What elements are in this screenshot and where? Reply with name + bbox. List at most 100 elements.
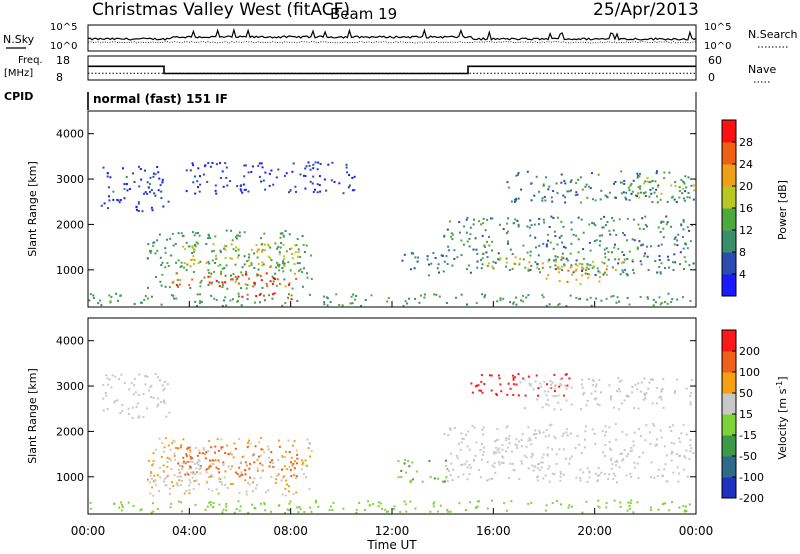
scatter-cell	[214, 445, 217, 448]
scatter-cell	[450, 232, 453, 235]
scatter-cell	[512, 301, 515, 304]
scatter-cell	[547, 398, 549, 401]
scatter-cell	[158, 490, 160, 492]
scatter-cell	[118, 506, 121, 509]
scatter-cell	[269, 280, 272, 283]
scatter-cell	[682, 247, 685, 250]
scatter-cell	[125, 176, 128, 178]
scatter-cell	[600, 471, 603, 474]
scatter-cell	[478, 469, 481, 472]
scatter-cell	[348, 174, 351, 176]
scatter-cell	[665, 215, 668, 218]
scatter-cell	[310, 510, 313, 513]
scatter-cell	[308, 488, 311, 491]
scatter-cell	[643, 255, 646, 258]
scatter-cell	[105, 394, 108, 397]
scatter-cell	[685, 449, 688, 452]
scatter-cell	[210, 294, 213, 297]
scatter-cell	[221, 267, 224, 270]
scatter-cell	[636, 195, 638, 198]
scatter-cell	[137, 394, 140, 396]
scatter-cell	[466, 303, 469, 306]
scatter-cell	[482, 450, 485, 453]
scatter-cell	[688, 196, 691, 199]
scatter-cell	[185, 169, 188, 172]
scatter-cell	[636, 172, 639, 175]
scatter-cell	[646, 296, 649, 299]
scatter-cell	[275, 478, 278, 481]
scatter-cell	[671, 450, 673, 453]
scatter-cell	[188, 467, 191, 470]
scatter-cell	[258, 455, 260, 458]
scatter-cell	[630, 499, 633, 502]
scatter-cell	[364, 508, 367, 511]
scatter-cell	[210, 474, 213, 477]
scatter-cell	[143, 299, 146, 301]
scatter-cell	[652, 298, 655, 301]
scatter-cell	[206, 505, 209, 508]
scatter-cell	[565, 431, 568, 434]
scatter-cell	[612, 472, 615, 475]
scatter-cell	[455, 296, 457, 299]
scatter-cell	[438, 295, 441, 298]
colorbar-tick-label: -200	[739, 492, 764, 505]
scatter-cell	[500, 461, 503, 464]
scatter-cell	[137, 202, 140, 205]
scatter-cell	[666, 221, 669, 224]
scatter-cell	[248, 265, 251, 267]
scatter-cell	[294, 251, 297, 254]
scatter-cell	[177, 286, 179, 289]
scatter-cell	[671, 195, 674, 198]
scatter-cell	[172, 294, 175, 297]
scatter-cell	[508, 437, 510, 440]
scatter-cell	[296, 506, 299, 509]
scatter-cell	[606, 221, 609, 223]
scatter-cell	[602, 451, 604, 454]
scatter-cell	[517, 197, 520, 200]
scatter-cell	[690, 184, 693, 187]
scatter-cell	[243, 263, 246, 266]
scatter-cell	[545, 509, 547, 512]
scatter-cell	[623, 179, 626, 182]
scatter-cell	[494, 471, 497, 474]
scatter-cell	[163, 399, 166, 402]
scatter-cell	[663, 445, 666, 448]
scatter-cell	[164, 247, 167, 250]
scatter-cell	[530, 224, 533, 227]
scatter-cell	[638, 227, 641, 230]
scatter-cell	[547, 467, 550, 470]
scatter-cell	[665, 223, 668, 226]
scatter-cell	[149, 386, 152, 389]
scatter-cell	[199, 183, 202, 186]
x-tick-label: 20:00	[577, 524, 612, 538]
scatter-cell	[491, 240, 494, 243]
scatter-cell	[218, 503, 221, 506]
scatter-cell	[597, 173, 600, 176]
power-colorbar-label: Power [dB]	[776, 180, 789, 240]
scatter-cell	[150, 206, 153, 209]
cpid-label: CPID	[4, 90, 33, 103]
scatter-cell	[331, 161, 334, 164]
scatter-cell	[495, 451, 498, 454]
scatter-cell	[566, 434, 569, 437]
scatter-cell	[269, 265, 272, 267]
scatter-cell	[182, 438, 185, 441]
scatter-cell	[353, 189, 356, 192]
scatter-cell	[540, 385, 543, 388]
scatter-cell	[510, 450, 513, 453]
scatter-cell	[502, 462, 505, 464]
scatter-cell	[277, 473, 280, 476]
scatter-cell	[257, 248, 260, 251]
scatter-cell	[208, 281, 211, 284]
scatter-cell	[456, 457, 459, 460]
scatter-cell	[180, 444, 183, 447]
scatter-cell	[276, 262, 279, 265]
scatter-cell	[561, 265, 564, 268]
scatter-cell	[560, 181, 563, 184]
scatter-cell	[618, 387, 621, 390]
scatter-cell	[218, 478, 221, 481]
scatter-cell	[589, 187, 592, 190]
scatter-cell	[551, 448, 554, 451]
